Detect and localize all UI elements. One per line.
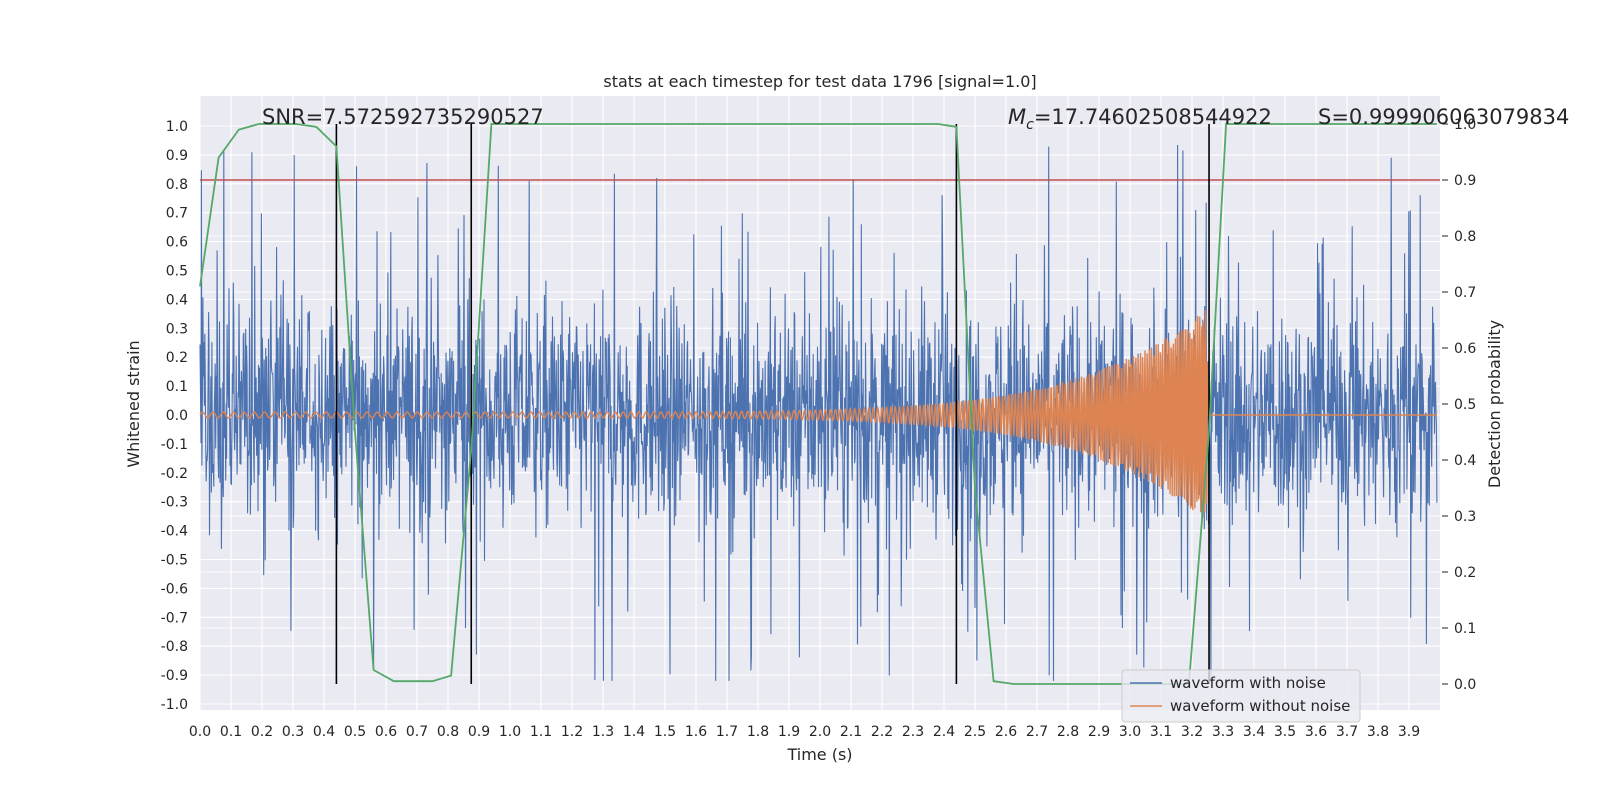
- chart-title: stats at each timestep for test data 179…: [603, 72, 1036, 91]
- y2-axis-ticks: 0.0 0.1 0.2 0.3 0.4 0.5 0.6 0.7 0.8 0.9 1.0: [1442, 117, 1476, 693]
- y-tick-label: -0.6: [161, 581, 188, 597]
- y-tick-label: -1.0: [161, 697, 188, 713]
- x-tick-label: 2.1: [840, 724, 862, 740]
- x-tick-label: 3.5: [1274, 724, 1296, 740]
- x-tick-label: 3.9: [1398, 724, 1420, 740]
- x-tick-label: 3.6: [1305, 724, 1327, 740]
- y-tick-label: -0.8: [161, 639, 188, 655]
- y-tick-label: -0.5: [161, 553, 188, 569]
- x-tick-label: 1.2: [561, 724, 583, 740]
- noisy-waveform-series: [199, 144, 1438, 681]
- x-tick-label: 2.5: [964, 724, 986, 740]
- y2-tick-label: 0.0: [1454, 677, 1476, 693]
- x-tick-label: 1.6: [685, 724, 707, 740]
- chirp-mass-value: =17.74602508544922: [1034, 105, 1272, 129]
- y-tick-label: 1.0: [166, 119, 188, 135]
- legend-label-noisy: waveform with noise: [1170, 674, 1326, 692]
- y2-tick-label: 0.3: [1454, 509, 1476, 525]
- x-tick-label: 0.4: [313, 724, 335, 740]
- x-tick-label: 2.7: [1026, 724, 1048, 740]
- y-tick-label: -0.4: [161, 524, 188, 540]
- x-tick-label: 0.8: [437, 724, 459, 740]
- y-tick-label: 0.2: [166, 350, 188, 366]
- y2-tick-label: 0.4: [1454, 453, 1476, 469]
- y2-tick-label: 0.6: [1454, 341, 1476, 357]
- y2-tick-label: 0.9: [1454, 173, 1476, 189]
- y2-tick-label: 0.8: [1454, 229, 1476, 245]
- x-tick-label: 1.4: [623, 724, 645, 740]
- x-tick-label: 3.7: [1336, 724, 1358, 740]
- y-tick-label: -0.3: [161, 495, 188, 511]
- x-tick-label: 1.8: [747, 724, 769, 740]
- legend-box: [1121, 669, 1361, 723]
- x-tick-label: 2.8: [1057, 724, 1079, 740]
- x-tick-label: 0.2: [251, 724, 273, 740]
- y-tick-label: 0.9: [166, 148, 188, 164]
- x-tick-label: 2.9: [1088, 724, 1110, 740]
- y-tick-label: 0.0: [166, 408, 188, 424]
- y2-tick-label: 0.1: [1454, 621, 1476, 637]
- y-tick-label: 0.7: [166, 206, 188, 222]
- x-tick-label: 2.6: [995, 724, 1017, 740]
- x-tick-label: 3.2: [1181, 724, 1203, 740]
- y-tick-label: 0.6: [166, 235, 188, 251]
- y-tick-label: 0.8: [166, 177, 188, 193]
- chirp-mass-symbol: M: [1008, 105, 1026, 129]
- overlay-lines: [200, 124, 1440, 684]
- x-tick-label: 2.3: [902, 724, 924, 740]
- y-tick-label: 0.1: [166, 379, 188, 395]
- x-tick-label: 1.3: [592, 724, 614, 740]
- y-tick-label: -0.1: [161, 437, 188, 453]
- x-tick-label: 0.5: [344, 724, 366, 740]
- x-tick-label: 1.1: [530, 724, 552, 740]
- x-tick-label: 3.1: [1150, 724, 1172, 740]
- y2-tick-label: 0.2: [1454, 565, 1476, 581]
- s-annotation: S=0.999906063079834: [1318, 105, 1569, 129]
- y-tick-label: 0.3: [166, 321, 188, 337]
- legend-label-clean: waveform without noise: [1170, 697, 1350, 715]
- x-tick-label: 3.4: [1243, 724, 1265, 740]
- snr-annotation: SNR=7.572592735290527: [262, 105, 544, 129]
- x-tick-label: 1.5: [654, 724, 676, 740]
- x-tick-label: 2.0: [809, 724, 831, 740]
- y-axis-ticks: -1.0 -0.9 -0.8 -0.7 -0.6 -0.5 -0.4 -0.3 -0.2 -0.1…: [161, 119, 188, 713]
- x-tick-label: 3.3: [1212, 724, 1234, 740]
- y2-tick-label: 0.7: [1454, 285, 1476, 301]
- y2-axis-label: Detection probability: [1485, 320, 1504, 488]
- x-tick-label: 0.1: [220, 724, 242, 740]
- y-tick-label: -0.2: [161, 466, 188, 482]
- chirp-mass-subscript: c: [1026, 117, 1034, 133]
- x-tick-label: 0.9: [468, 724, 490, 740]
- clean-waveform-series: [199, 310, 1437, 519]
- x-axis-label: Time (s): [786, 745, 852, 764]
- y2-tick-label: 1.0: [1454, 117, 1476, 133]
- y-tick-label: 0.4: [166, 292, 188, 308]
- x-tick-label: 0.3: [282, 724, 304, 740]
- x-tick-label: 3.0: [1119, 724, 1141, 740]
- x-tick-label: 1.7: [716, 724, 738, 740]
- y-tick-label: -0.9: [161, 668, 188, 684]
- x-tick-label: 0.7: [406, 724, 428, 740]
- x-tick-label: 0.0: [189, 724, 211, 740]
- noisy-waveform-line: [199, 144, 1438, 681]
- x-axis-ticks: 0.0 0.1 0.2 0.3 0.4 0.5 0.6 0.7 0.8 0.9 1.0 1.1 1.2 1…: [189, 724, 1420, 740]
- x-tick-label: 2.4: [933, 724, 955, 740]
- clean-waveform-line: [199, 310, 1437, 519]
- x-tick-label: 1.0: [499, 724, 521, 740]
- y-tick-label: -0.7: [161, 610, 188, 626]
- y-axis-label: Whitened strain: [124, 340, 143, 467]
- chirp-mass-annotation: Mc=17.74602508544922: [1008, 105, 1272, 133]
- y-tick-label: 0.5: [166, 264, 188, 280]
- x-tick-label: 0.6: [375, 724, 397, 740]
- y2-tick-label: 0.5: [1454, 397, 1476, 413]
- x-tick-label: 2.2: [871, 724, 893, 740]
- x-tick-label: 1.9: [778, 724, 800, 740]
- x-tick-label: 3.8: [1367, 724, 1389, 740]
- legend: waveform with noise waveform without noi…: [1121, 669, 1361, 723]
